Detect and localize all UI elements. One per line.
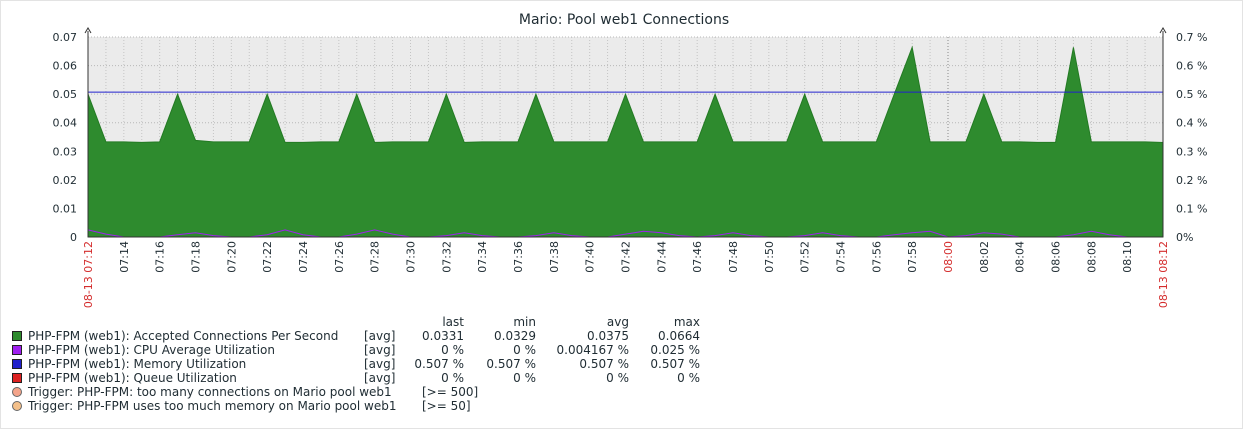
x-edge-label: 08-13 08:12 bbox=[1157, 241, 1170, 308]
x-tick-label: 07:46 bbox=[691, 241, 704, 273]
y-axis-arrow-right bbox=[1159, 27, 1167, 34]
x-tick-label: 07:34 bbox=[476, 241, 489, 273]
y-axis-arrow-left bbox=[84, 27, 92, 34]
legend-header-last: last bbox=[442, 315, 464, 329]
y-axis-left: 0 0.01 0.02 0.03 0.04 0.05 0.06 0.07 bbox=[53, 31, 78, 244]
legend-item-max: 0.507 % bbox=[650, 357, 700, 371]
legend-swatch bbox=[12, 345, 22, 355]
x-tick-label: 07:44 bbox=[655, 241, 668, 273]
legend-item-min: 0.507 % bbox=[486, 357, 536, 371]
y-right-tick-label: 0.5 % bbox=[1176, 88, 1207, 101]
series-line-cpu bbox=[87, 229, 1163, 238]
x-tick-label: 07:30 bbox=[405, 241, 418, 273]
legend-header-avg: avg bbox=[606, 315, 629, 329]
trigger-name: Trigger: PHP-FPM: too many connections o… bbox=[28, 385, 392, 399]
y-left-tick-label: 0 bbox=[70, 231, 77, 244]
y-right-tick-label: 0% bbox=[1176, 231, 1193, 244]
legend-item-min: 0 % bbox=[513, 343, 536, 357]
legend-header-max: max bbox=[673, 315, 700, 329]
x-tick-label: 07:24 bbox=[297, 241, 310, 273]
y-right-tick-label: 0.2 % bbox=[1176, 174, 1207, 187]
x-tick-label: 07:28 bbox=[369, 241, 382, 273]
y-left-tick-label: 0.05 bbox=[53, 88, 78, 101]
trigger-threshold: [>= 500] bbox=[422, 385, 479, 399]
legend-item-name: PHP-FPM (web1): Accepted Connections Per… bbox=[28, 329, 339, 343]
legend-item-avg: 0.507 % bbox=[579, 357, 629, 371]
legend-item-max: 0.025 % bbox=[650, 343, 700, 357]
x-tick-label: 07:22 bbox=[261, 241, 274, 273]
legend-item-func: [avg] bbox=[364, 329, 396, 343]
legend-header-min: min bbox=[513, 315, 536, 329]
x-tick-label: 08:00 bbox=[942, 241, 955, 273]
y-left-tick-label: 0.03 bbox=[53, 145, 78, 158]
trigger-swatch bbox=[12, 387, 22, 397]
x-tick-label: 07:48 bbox=[727, 241, 740, 273]
x-tick-label: 08:02 bbox=[978, 241, 991, 273]
x-tick-label: 07:54 bbox=[835, 241, 848, 273]
x-tick-label: 07:16 bbox=[154, 241, 167, 273]
y-left-tick-label: 0.04 bbox=[53, 117, 78, 130]
legend-item-avg: 0 % bbox=[606, 371, 629, 385]
x-tick-label: 07:32 bbox=[440, 241, 453, 273]
legend-item-min: 0.0329 bbox=[494, 329, 536, 343]
legend-item-min: 0 % bbox=[513, 371, 536, 385]
trigger-swatch bbox=[12, 401, 22, 411]
y-axis-right: 0% 0.1 % 0.2 % 0.3 % 0.4 % 0.5 % 0.6 % 0.7 % bbox=[1176, 31, 1207, 244]
x-tick-label: 07:42 bbox=[620, 241, 633, 273]
x-tick-label: 08:04 bbox=[1014, 241, 1027, 273]
series-area-accepted-connections bbox=[87, 45, 1164, 238]
x-tick-label: 07:58 bbox=[906, 241, 919, 273]
legend-item-func: [avg] bbox=[364, 371, 396, 385]
legend-item-last: 0 % bbox=[441, 343, 464, 357]
legend-swatch bbox=[12, 331, 22, 341]
x-tick-label: 07:14 bbox=[118, 241, 131, 273]
legend-item-avg: 0.0375 bbox=[587, 329, 629, 343]
legend-item-func: [avg] bbox=[364, 343, 396, 357]
legend-item-last: 0.507 % bbox=[414, 357, 464, 371]
y-left-tick-label: 0.02 bbox=[53, 174, 78, 187]
x-tick-label: 07:52 bbox=[799, 241, 812, 273]
legend-item-max: 0.0664 bbox=[658, 329, 700, 343]
y-left-tick-label: 0.06 bbox=[53, 60, 78, 73]
trigger-threshold: [>= 50] bbox=[422, 399, 471, 413]
x-tick-label: 07:20 bbox=[225, 241, 238, 273]
x-tick-label: 07:56 bbox=[870, 241, 883, 273]
legend-item-name: PHP-FPM (web1): Memory Utilization bbox=[28, 357, 247, 371]
legend-item-name: PHP-FPM (web1): Queue Utilization bbox=[28, 371, 237, 385]
y-left-tick-label: 0.07 bbox=[53, 31, 78, 44]
y-right-tick-label: 0.7 % bbox=[1176, 31, 1207, 44]
x-tick-label: 07:26 bbox=[333, 241, 346, 273]
legend-swatch bbox=[12, 373, 22, 383]
x-tick-label: 07:18 bbox=[190, 241, 203, 273]
trigger-name: Trigger: PHP-FPM uses too much memory on… bbox=[28, 399, 397, 413]
legend-item-avg: 0.004167 % bbox=[556, 343, 629, 357]
y-right-tick-label: 0.4 % bbox=[1176, 117, 1207, 130]
y-right-tick-label: 0.1 % bbox=[1176, 202, 1207, 215]
x-tick-label: 07:36 bbox=[512, 241, 525, 273]
x-tick-label: 08:08 bbox=[1085, 241, 1098, 273]
x-tick-label: 08:06 bbox=[1050, 241, 1063, 273]
x-edge-label: 08-13 07:12 bbox=[82, 241, 95, 308]
y-left-tick-label: 0.01 bbox=[53, 202, 78, 215]
legend-item-max: 0 % bbox=[677, 371, 700, 385]
legend-item-last: 0 % bbox=[441, 371, 464, 385]
axes bbox=[84, 27, 1167, 238]
x-tick-label: 07:50 bbox=[763, 241, 776, 273]
legend-swatch bbox=[12, 359, 22, 369]
x-tick-label: 08:10 bbox=[1121, 241, 1134, 273]
y-right-tick-label: 0.3 % bbox=[1176, 145, 1207, 158]
chart-title: Mario: Pool web1 Connections bbox=[519, 12, 729, 28]
x-axis: 07:14 07:16 07:18 07:20 07:22 07:24 07:26 07:28… bbox=[82, 241, 1170, 308]
x-tick-label: 07:40 bbox=[584, 241, 597, 273]
y-right-tick-label: 0.6 % bbox=[1176, 60, 1207, 73]
legend-item-last: 0.0331 bbox=[422, 329, 464, 343]
x-tick-label: 07:38 bbox=[548, 241, 561, 273]
legend-item-name: PHP-FPM (web1): CPU Average Utilization bbox=[28, 343, 275, 357]
legend-item-func: [avg] bbox=[364, 357, 396, 371]
